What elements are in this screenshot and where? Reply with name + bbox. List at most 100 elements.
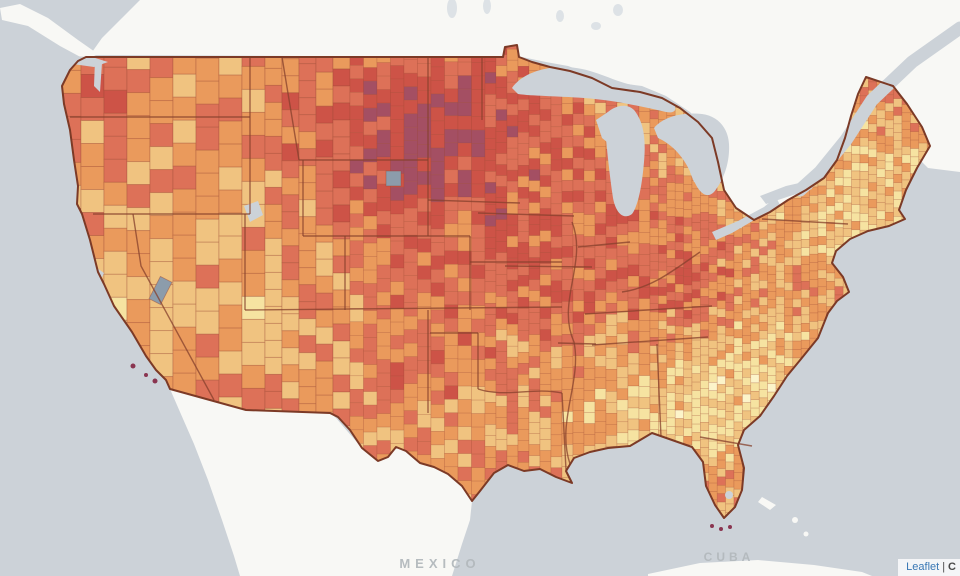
county-cell[interactable] [444,412,459,427]
county-cell[interactable] [775,228,785,238]
county-cell[interactable] [583,269,596,281]
county-cell[interactable] [658,177,668,187]
county-cell[interactable] [792,315,802,325]
county-cell[interactable] [126,276,151,301]
county-cell[interactable] [767,232,777,242]
county-cell[interactable] [264,67,283,86]
county-cell[interactable] [103,227,128,252]
county-cell[interactable] [298,165,317,184]
county-cell[interactable] [658,261,668,271]
county-cell[interactable] [550,346,563,359]
county-cell[interactable] [605,424,618,436]
county-cell[interactable] [315,326,334,345]
county-cell[interactable] [750,281,760,291]
county-cell[interactable] [627,264,640,277]
county-cell[interactable] [638,397,651,409]
county-cell[interactable] [218,304,243,329]
county-cell[interactable] [784,324,794,333]
county-cell[interactable] [674,191,684,201]
county-cell[interactable] [683,394,693,403]
county-cell[interactable] [884,161,894,171]
county-cell[interactable] [649,236,659,246]
county-cell[interactable] [800,247,810,257]
county-cell[interactable] [444,223,459,238]
county-cell[interactable] [784,290,794,300]
county-cell[interactable] [674,166,684,176]
county-cell[interactable] [298,386,317,405]
county-cell[interactable] [638,342,651,354]
county-cell[interactable] [390,375,405,390]
county-cell[interactable] [363,431,378,446]
county-cell[interactable] [834,193,844,203]
county-cell[interactable] [767,249,777,258]
county-cell[interactable] [605,347,618,359]
county-cell[interactable] [817,185,827,195]
county-cell[interactable] [376,440,391,455]
county-cell[interactable] [605,358,618,370]
county-cell[interactable] [784,307,794,317]
county-cell[interactable] [649,211,659,220]
county-cell[interactable] [649,194,659,204]
county-cell[interactable] [605,259,618,271]
county-cell[interactable] [616,300,629,313]
county-cell[interactable] [430,363,445,378]
county-cell[interactable] [658,203,668,212]
county-cell[interactable] [457,412,472,427]
county-cell[interactable] [390,119,405,134]
county-cell[interactable] [809,253,819,263]
county-cell[interactable] [550,225,563,238]
county-cell[interactable] [792,198,802,207]
county-cell[interactable] [918,142,928,152]
county-cell[interactable] [605,402,618,414]
county-cell[interactable] [826,281,836,291]
county-cell[interactable] [767,383,777,393]
county-cell[interactable] [506,213,519,226]
county-cell[interactable] [666,308,676,318]
county-cell[interactable] [484,171,497,183]
county-cell[interactable] [264,203,283,222]
county-cell[interactable] [817,219,827,229]
county-cell[interactable] [390,200,405,215]
county-cell[interactable] [700,195,710,205]
county-cell[interactable] [725,419,735,429]
county-cell[interactable] [842,228,852,237]
county-cell[interactable] [826,213,836,223]
county-cell[interactable] [716,300,726,310]
county-cell[interactable] [901,137,911,147]
county-cell[interactable] [149,123,174,148]
county-cell[interactable] [851,153,861,163]
county-cell[interactable] [649,286,659,296]
county-cell[interactable] [561,400,574,412]
county-cell[interactable] [733,262,743,272]
county-cell[interactable] [539,164,552,176]
county-cell[interactable] [484,391,497,403]
county-cell[interactable] [859,187,869,197]
county-cell[interactable] [539,186,552,198]
county-cell[interactable] [733,337,743,347]
county-cell[interactable] [674,351,684,360]
county-cell[interactable] [784,206,794,216]
county-cell[interactable] [649,169,659,178]
county-cell[interactable] [683,385,693,395]
county-cell[interactable] [484,105,497,117]
county-cell[interactable] [826,247,836,257]
county-cell[interactable] [332,136,351,155]
county-cell[interactable] [561,290,574,302]
county-cell[interactable] [444,318,459,333]
county-cell[interactable] [471,291,486,306]
county-cell[interactable] [784,240,794,249]
county-cell[interactable] [517,198,530,210]
county-cell[interactable] [332,204,351,223]
county-cell[interactable] [851,187,861,197]
county-cell[interactable] [649,370,659,380]
county-cell[interactable] [758,330,768,340]
county-cell[interactable] [315,173,334,192]
county-cell[interactable] [594,289,607,301]
county-cell[interactable] [315,394,334,413]
county-cell[interactable] [605,380,618,392]
county-cell[interactable] [517,242,530,254]
county-cell[interactable] [539,307,552,319]
county-cell[interactable] [792,223,802,233]
county-cell[interactable] [901,120,911,130]
county-cell[interactable] [658,421,668,431]
